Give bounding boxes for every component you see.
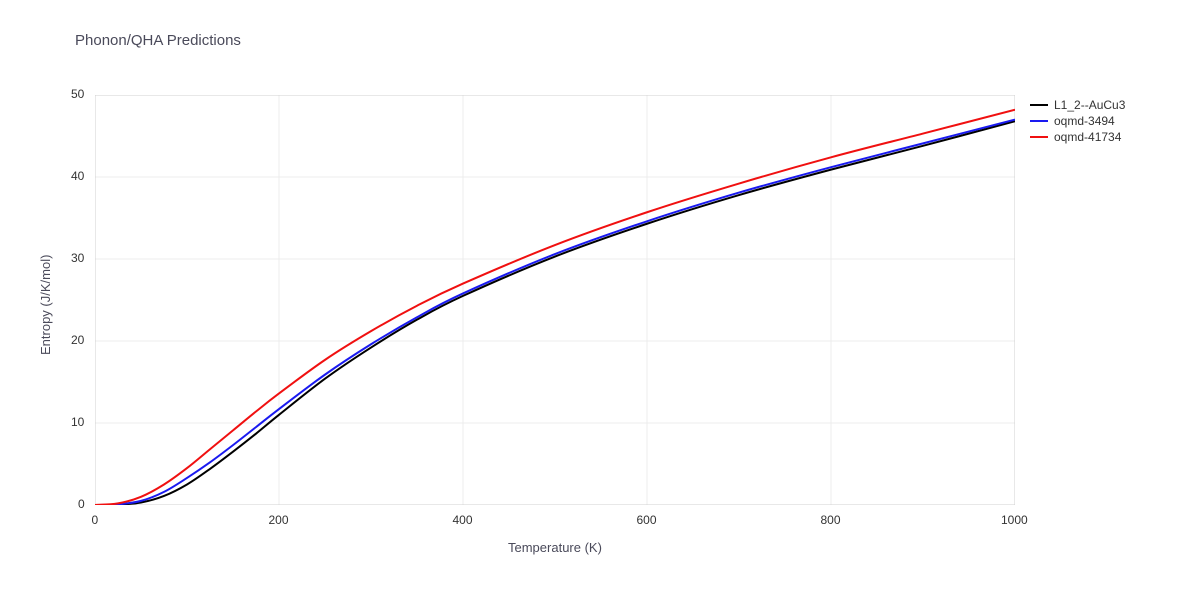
x-tick-label: 600: [637, 513, 657, 527]
x-tick-label: 800: [821, 513, 841, 527]
y-axis-label: Entropy (J/K/mol): [38, 255, 53, 355]
x-tick-label: 400: [453, 513, 473, 527]
legend-swatch: [1030, 104, 1048, 106]
legend-item[interactable]: L1_2--AuCu3: [1030, 98, 1125, 112]
legend-item[interactable]: oqmd-41734: [1030, 130, 1125, 144]
y-tick-label: 0: [78, 497, 85, 511]
grid-lines: [95, 95, 1015, 505]
legend-label: oqmd-3494: [1054, 114, 1115, 128]
legend-swatch: [1030, 136, 1048, 138]
series-line[interactable]: [95, 121, 1015, 505]
y-tick-label: 50: [71, 87, 84, 101]
legend-swatch: [1030, 120, 1048, 122]
y-tick-label: 10: [71, 415, 84, 429]
y-tick-label: 30: [71, 251, 84, 265]
series-lines: [95, 110, 1015, 505]
chart-title: Phonon/QHA Predictions: [75, 32, 241, 49]
legend-label: oqmd-41734: [1054, 130, 1121, 144]
plot-area[interactable]: [95, 95, 1015, 505]
legend: L1_2--AuCu3 oqmd-3494 oqmd-41734: [1030, 98, 1125, 146]
y-tick-label: 20: [71, 333, 84, 347]
x-tick-label: 200: [269, 513, 289, 527]
y-tick-label: 40: [71, 169, 84, 183]
plot-background: [95, 95, 1015, 505]
x-tick-label: 0: [92, 513, 99, 527]
x-tick-label: 1000: [1001, 513, 1028, 527]
x-axis-label: Temperature (K): [508, 540, 602, 555]
legend-label: L1_2--AuCu3: [1054, 98, 1125, 112]
legend-item[interactable]: oqmd-3494: [1030, 114, 1125, 128]
